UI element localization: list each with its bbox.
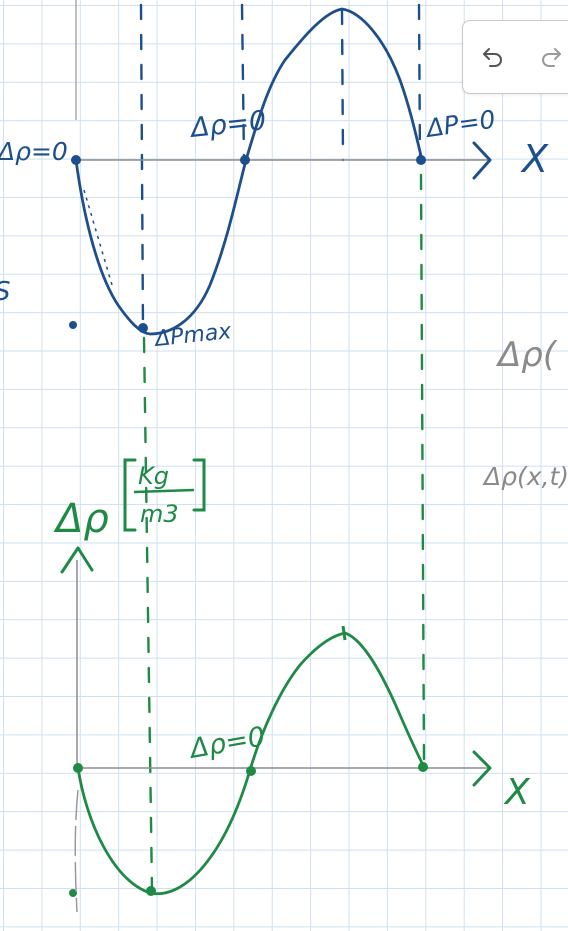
label-top-min: ΔPmax — [152, 319, 233, 352]
top-dashed-guides — [139, 3, 422, 332]
top-point-right — [416, 155, 426, 165]
label-bottom-unit-num: Kg — [138, 462, 169, 490]
label-bottom-unit-den: m3 — [140, 500, 179, 528]
top-point-min — [138, 323, 148, 333]
label-right-edge-1: Δρ( — [495, 335, 558, 375]
bottom-point-origin — [73, 763, 83, 773]
top-point-mid — [240, 155, 250, 165]
guide-mid — [240, 3, 246, 162]
top-wave-curve — [74, 7, 424, 336]
label-top-mid-zero: Δρ=0 — [188, 105, 268, 144]
gray-pencil-stroke — [74, 789, 79, 913]
label-bottom-axis-title: Δρ — [53, 496, 109, 542]
label-bottom-mid-zero: Δρ=0 — [186, 721, 268, 765]
undo-icon — [483, 48, 502, 67]
undo-button[interactable] — [477, 41, 509, 73]
bottom-points — [69, 762, 428, 897]
top-point-stray — [69, 321, 77, 329]
top-x-axis — [76, 141, 492, 180]
top-points — [69, 155, 426, 333]
undo-redo-toolbar — [462, 20, 568, 94]
label-top-left-zero: Δρ=0 — [0, 137, 68, 166]
bottom-point-right — [418, 762, 428, 772]
bottom-y-arrow — [60, 546, 94, 574]
top-point-origin — [71, 155, 81, 165]
top-axis-arrow — [472, 141, 492, 180]
green-guide-right — [419, 173, 426, 767]
bottom-axis-title: Δρ Kg m3 — [53, 458, 206, 542]
top-secant-line — [83, 189, 113, 286]
bottom-point-min — [146, 886, 156, 896]
green-peak-tick — [341, 625, 347, 641]
bottom-x-arrow — [472, 750, 492, 787]
bottom-dashed-guides — [142, 173, 426, 892]
unit-fraction-bar — [133, 488, 195, 494]
unit-bracket-left — [123, 458, 137, 532]
label-right-edge-2: Δρ(x,t) — [482, 462, 568, 491]
unit-bracket-right — [192, 458, 206, 512]
label-top-right-zero: ΔΡ=0 — [423, 105, 497, 144]
redo-button[interactable] — [535, 41, 567, 73]
bottom-point-mid — [246, 766, 256, 776]
bottom-wave-curve — [76, 631, 426, 896]
label-top-axis-x: X — [520, 137, 549, 181]
redo-icon — [542, 48, 561, 67]
guide-right — [417, 3, 422, 162]
guide-max — [340, 8, 345, 162]
green-guide-min — [142, 336, 154, 892]
label-bottom-axis-x: X — [503, 772, 531, 813]
label-left-edge: S — [0, 277, 11, 307]
guide-min — [139, 3, 145, 332]
bottom-point-stray — [69, 889, 77, 897]
